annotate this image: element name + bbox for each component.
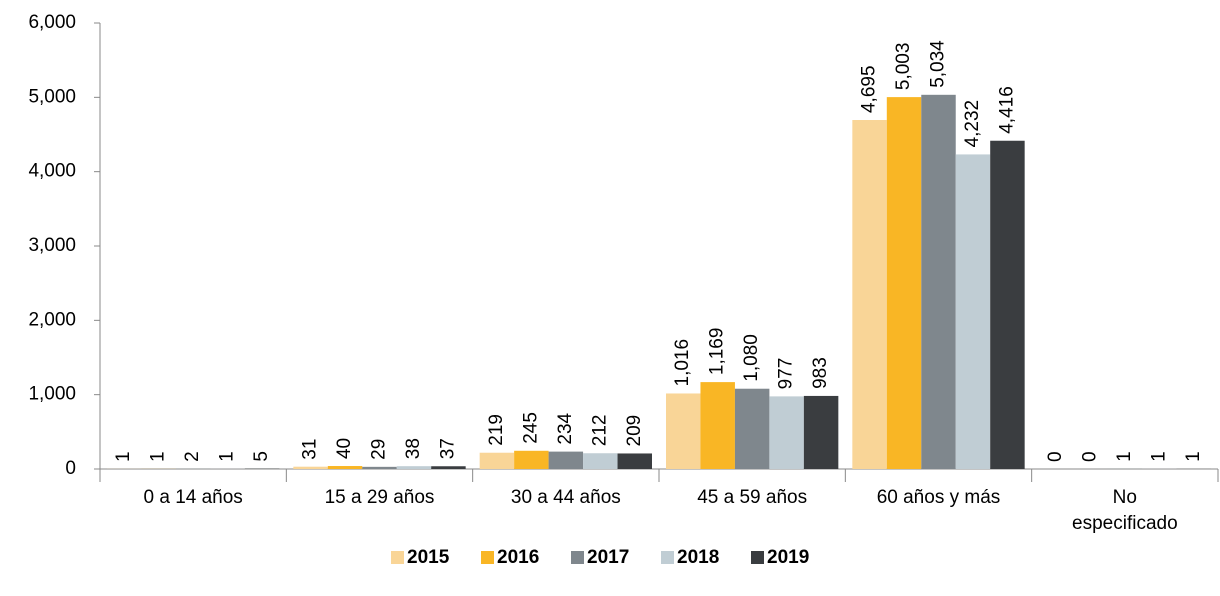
data-label: 1 xyxy=(148,451,169,462)
data-label: 0 xyxy=(1079,451,1100,462)
bar xyxy=(431,466,466,469)
bar xyxy=(886,97,922,469)
bar xyxy=(803,395,839,469)
y-tick-label: 2,000 xyxy=(28,309,76,330)
bar xyxy=(514,450,549,469)
bar xyxy=(362,466,397,469)
data-label: 5 xyxy=(251,451,272,462)
data-label: 1 xyxy=(1148,451,1169,462)
data-label: 5,034 xyxy=(928,40,949,88)
y-tick-label: 5,000 xyxy=(28,86,76,107)
y-tick-label: 3,000 xyxy=(28,235,76,256)
data-label: 234 xyxy=(555,412,576,444)
y-tick-label: 0 xyxy=(65,458,76,479)
data-label: 5,003 xyxy=(893,43,914,91)
bar xyxy=(700,382,735,469)
x-tick-label: 0 a 14 años xyxy=(143,487,243,508)
x-tick-label: 60 años y más xyxy=(876,487,1001,508)
x-tick-label: 45 a 59 años xyxy=(697,487,808,508)
data-label: 983 xyxy=(810,357,831,389)
data-label: 37 xyxy=(437,438,458,459)
legend-label: 2017 xyxy=(587,547,629,568)
legend-label: 2016 xyxy=(497,547,539,568)
data-label: 29 xyxy=(369,439,390,460)
data-label: 1,080 xyxy=(741,334,762,382)
data-label: 219 xyxy=(486,414,507,446)
data-label: 1,016 xyxy=(672,339,693,387)
data-label: 0 xyxy=(1045,451,1066,462)
legend-swatch xyxy=(481,551,494,564)
x-tick-label: No especificado xyxy=(1072,487,1178,534)
data-label: 245 xyxy=(520,412,541,444)
legend-swatch xyxy=(571,551,584,564)
y-tick-label: 1,000 xyxy=(28,384,76,405)
bar xyxy=(852,120,887,469)
y-tick-label: 6,000 xyxy=(28,12,76,33)
legend-swatch xyxy=(391,551,404,564)
legend-label: 2019 xyxy=(767,547,809,568)
legend-label: 2018 xyxy=(677,547,719,568)
y-tick-label: 4,000 xyxy=(28,161,76,182)
data-label: 38 xyxy=(403,438,424,459)
data-label: 212 xyxy=(589,415,610,447)
data-label: 31 xyxy=(300,439,321,460)
x-tick-label: 30 a 44 años xyxy=(510,487,621,508)
bar xyxy=(990,140,1025,469)
bar xyxy=(548,451,584,469)
legend-label: 2015 xyxy=(407,547,450,568)
bar xyxy=(293,466,328,469)
data-label: 2 xyxy=(182,451,203,462)
bar xyxy=(479,452,515,469)
bar xyxy=(769,396,804,469)
legend-swatch xyxy=(661,551,674,564)
legend-swatch xyxy=(751,551,764,564)
data-label: 1 xyxy=(217,451,238,462)
data-label: 1 xyxy=(1114,451,1135,462)
data-label: 209 xyxy=(624,415,645,447)
data-label: 1 xyxy=(1183,451,1204,462)
data-label: 1 xyxy=(113,451,134,462)
bar xyxy=(921,94,956,469)
data-label: 1,169 xyxy=(707,328,728,376)
bar xyxy=(734,388,770,469)
x-tick-label: 15 a 29 años xyxy=(324,487,435,508)
data-label: 4,695 xyxy=(859,65,880,113)
bar xyxy=(327,466,363,469)
data-label: 4,416 xyxy=(996,86,1017,134)
bar xyxy=(617,453,652,469)
data-label: 4,232 xyxy=(962,100,983,148)
bar xyxy=(583,453,618,469)
bar xyxy=(396,466,432,469)
data-label: 40 xyxy=(334,438,355,459)
bar xyxy=(666,393,701,469)
bar xyxy=(955,154,991,469)
data-label: 977 xyxy=(776,358,797,390)
